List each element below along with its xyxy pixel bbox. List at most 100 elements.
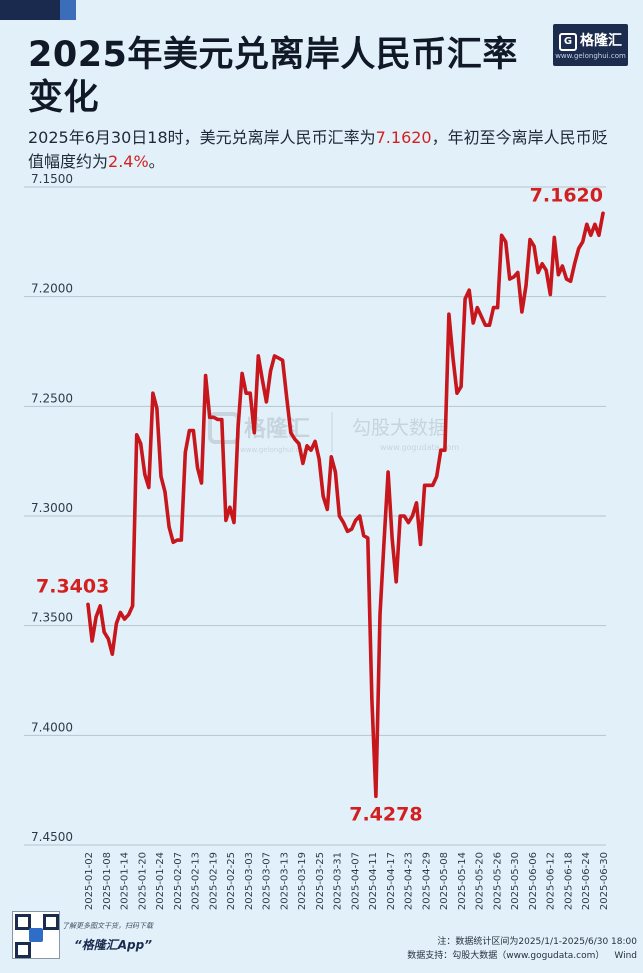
data-point xyxy=(208,416,211,419)
data-point xyxy=(269,370,272,373)
data-point xyxy=(540,262,544,265)
y-tick-label: 7.4500 xyxy=(31,830,73,844)
x-tick-label: 2025-06-12 xyxy=(546,852,557,910)
data-point xyxy=(415,501,418,505)
data-point xyxy=(139,442,142,445)
data-point xyxy=(577,247,580,250)
data-annotations: 7.3403 7.4278 7.1620 xyxy=(36,184,603,825)
data-point xyxy=(455,391,459,395)
data-point xyxy=(123,617,126,621)
data-label: 7.3403 xyxy=(36,575,109,597)
data-point xyxy=(289,431,292,434)
watermark-right-text: 勾股大数据 xyxy=(352,417,447,439)
data-point xyxy=(597,234,601,237)
watermark-left-url: www.gelonghui.com xyxy=(240,446,311,454)
data-point xyxy=(419,543,422,546)
data-point xyxy=(135,433,138,437)
data-point xyxy=(459,385,463,388)
data-point xyxy=(601,212,605,215)
data-point xyxy=(593,223,597,226)
data-point xyxy=(581,240,584,244)
data-point xyxy=(569,280,572,283)
x-tick-label: 2025-02-25 xyxy=(226,852,237,910)
y-tick-label: 7.3000 xyxy=(31,501,73,515)
x-tick-label: 2025-03-07 xyxy=(262,852,273,910)
x-tick-label: 2025-05-08 xyxy=(439,852,450,910)
data-point xyxy=(488,323,491,327)
data-point xyxy=(98,604,102,608)
data-point xyxy=(127,613,130,616)
data-point xyxy=(374,795,378,798)
data-point xyxy=(536,271,540,274)
data-point xyxy=(249,391,252,395)
x-tick-label: 2025-03-13 xyxy=(279,852,290,910)
data-point xyxy=(265,400,268,404)
x-tick-label: 2025-04-23 xyxy=(404,852,415,910)
data-point xyxy=(115,622,118,625)
data-point xyxy=(407,521,410,524)
x-tick-label: 2025-04-29 xyxy=(421,852,432,910)
data-point xyxy=(107,637,110,641)
data-point xyxy=(281,359,284,362)
x-tick-label: 2025-01-20 xyxy=(137,852,148,910)
data-point xyxy=(390,536,394,540)
data-point xyxy=(589,234,593,237)
x-tick-label: 2025-06-24 xyxy=(581,852,592,910)
data-point xyxy=(492,306,495,309)
data-source-note: 数据支持：勾股大数据（www.gogudata.com） Wind xyxy=(407,948,637,961)
logo-name: 格隆汇 xyxy=(580,33,622,49)
data-point xyxy=(188,429,191,432)
data-point xyxy=(370,699,374,702)
data-point xyxy=(171,541,175,544)
data-point xyxy=(204,374,207,377)
data-point xyxy=(143,473,146,476)
data-point xyxy=(326,508,329,511)
x-tick-label: 2025-01-24 xyxy=(155,852,166,910)
data-point xyxy=(423,484,426,487)
x-tick-label: 2025-04-17 xyxy=(386,852,397,910)
data-point xyxy=(119,611,122,614)
y-axis-labels: 7.1500 7.2000 7.2500 7.3000 7.3500 7.4000 7.45… xyxy=(31,172,73,844)
data-point xyxy=(277,356,280,360)
data-point xyxy=(435,475,438,478)
x-tick-label: 2025-04-07 xyxy=(350,852,361,910)
page-subtitle: 2025年6月30日18时，美元兑离岸人民币汇率为7.1620，年初至今离岸人民… xyxy=(28,126,608,174)
app-name: “格隆汇App” xyxy=(74,938,152,952)
data-point xyxy=(309,449,313,452)
data-point xyxy=(508,277,511,281)
page-title: 2025年美元兑离岸人民币汇率变化 xyxy=(28,35,518,118)
data-point xyxy=(338,514,341,518)
data-point xyxy=(90,639,94,643)
qr-logo-icon xyxy=(29,928,43,942)
x-tick-label: 2025-01-14 xyxy=(120,852,131,910)
data-point xyxy=(321,495,325,498)
data-point xyxy=(297,442,301,445)
data-point xyxy=(382,541,386,544)
data-point xyxy=(184,451,187,454)
data-point xyxy=(232,521,236,524)
x-tick-label: 2025-06-18 xyxy=(563,852,574,910)
qr-code[interactable] xyxy=(12,911,60,959)
data-point xyxy=(293,438,297,441)
data-point xyxy=(573,262,576,265)
data-point xyxy=(159,475,163,478)
subtitle-text-3: 。 xyxy=(148,152,165,171)
watermark: 格隆汇 www.gelonghui.com 勾股大数据 www.gogudata… xyxy=(208,412,459,454)
x-tick-label: 2025-06-30 xyxy=(599,852,610,910)
x-tick-label: 2025-04-11 xyxy=(368,852,379,910)
data-point xyxy=(317,457,321,461)
data-point xyxy=(273,354,276,358)
subtitle-text-1: 2025年6月30日18时，美元兑离岸人民币汇率为 xyxy=(28,128,376,147)
data-point xyxy=(253,431,256,434)
y-tick-label: 7.2000 xyxy=(31,282,73,296)
data-point xyxy=(378,613,382,616)
data-point xyxy=(180,538,183,542)
data-source-wind: Wind xyxy=(614,951,637,961)
data-point xyxy=(585,223,588,226)
data-point xyxy=(350,527,353,531)
data-point xyxy=(305,444,309,448)
data-point xyxy=(334,470,337,474)
data-point xyxy=(176,538,179,542)
data-point xyxy=(528,238,532,241)
data-point xyxy=(103,631,106,634)
